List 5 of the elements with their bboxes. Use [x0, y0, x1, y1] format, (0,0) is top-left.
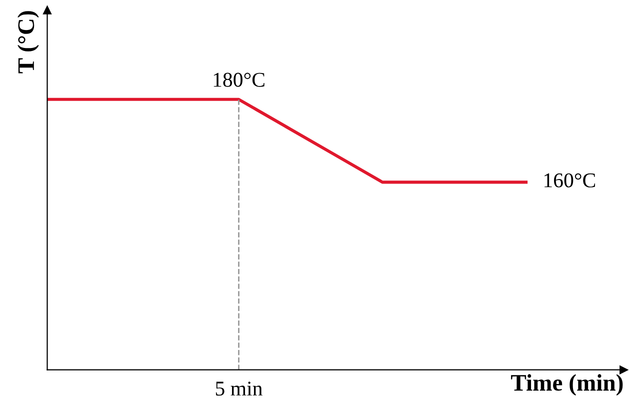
y-axis-title: T (°C): [18, 11, 39, 74]
annotation: 160°C: [544, 173, 596, 188]
x-axis-title: Time (min): [511, 374, 623, 396]
text: 5 min: [216, 382, 262, 396]
text: 180°C: [214, 72, 264, 87]
